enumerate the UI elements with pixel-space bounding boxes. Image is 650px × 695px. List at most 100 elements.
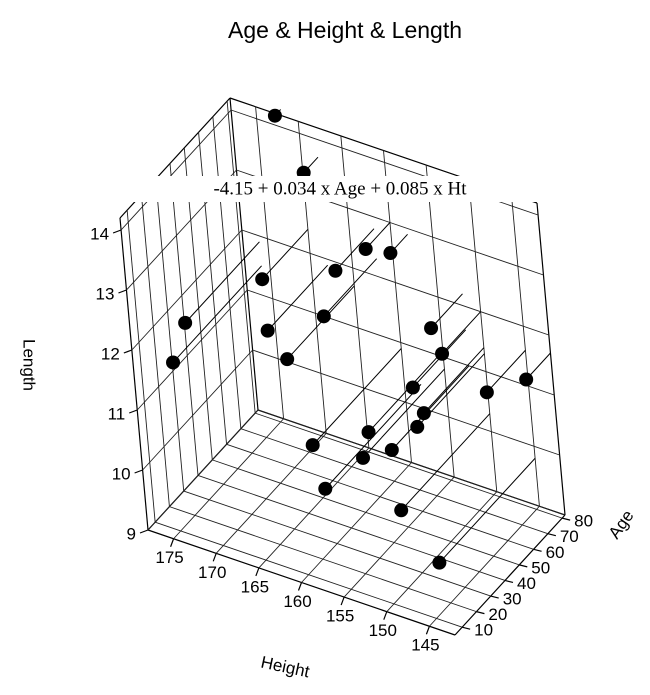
tick-mark [425,626,430,635]
tick-mark [123,349,133,354]
x-tick-label: 150 [369,621,397,640]
grid-line [252,349,560,456]
point [280,352,295,367]
x-tick-label: 145 [411,636,439,655]
grid-line [183,490,491,597]
point [318,481,333,496]
grid-line [212,459,520,566]
grid-line [241,229,549,336]
drop-line [439,457,536,564]
tick-mark [340,596,345,606]
drop-line [184,241,260,324]
z-tick-label: 14 [90,224,109,243]
grid-line [258,447,370,569]
tick-mark [561,517,571,521]
tick-mark [547,533,557,537]
point [519,372,534,387]
box-edge [229,97,259,411]
drop-line [261,228,309,280]
grid-line [468,179,498,492]
grid-line [429,505,540,627]
tick-mark [212,553,217,562]
z-tick-label: 11 [108,404,126,423]
x-tick-label: 155 [326,607,354,626]
tick-mark [383,611,388,620]
y-tick-label: 50 [531,558,550,577]
drop-line [430,293,463,329]
x-tick-label: 160 [283,592,311,611]
drop-line [486,349,526,393]
grid-line [226,101,256,414]
box-edge [454,514,566,636]
point [416,406,431,421]
grid-line [301,462,412,583]
drop-line [335,228,375,272]
y-axis-label: Age [605,507,638,543]
annotation-bg [118,176,563,202]
x-tick-label: 165 [241,577,269,596]
point [405,380,420,395]
drop-line [423,347,485,414]
z-tick-label: 12 [101,344,120,363]
y-tick-label: 30 [503,590,522,609]
drop-line [267,264,329,331]
tick-mark [490,595,499,599]
tick-mark [533,548,542,552]
grid-line [147,409,259,531]
point [383,246,398,261]
grid-line [215,433,327,554]
grid-line [425,165,455,478]
point [356,450,371,465]
grid-line [226,443,534,550]
y-tick-label: 80 [574,512,593,531]
point [410,419,425,434]
tick-mark [476,611,485,615]
tick-mark [129,409,138,414]
drop-line [441,311,481,355]
tick-mark [170,538,175,547]
grid-line [173,418,284,540]
tick-mark [134,469,143,474]
box-edge [536,202,566,516]
grid-line [120,109,232,231]
grid-line [343,476,455,598]
grid-line [136,289,248,411]
grid-line [240,428,549,535]
grid-line [197,475,506,581]
grid-line [247,289,555,396]
grid-line [257,409,566,516]
point [328,263,343,278]
x-tick-label: 170 [198,563,226,582]
chart-title: Age & Height & Length [228,17,462,43]
x-axis-label: Height [259,653,311,682]
drop-line [391,365,470,451]
drop-line [362,368,445,459]
z-tick-label: 9 [127,524,136,543]
y-tick-label: 60 [546,543,565,562]
point [361,425,376,440]
point [479,385,494,400]
tick-mark [519,564,528,568]
grid-line [131,229,243,351]
tick-mark [504,579,514,584]
box-edge [119,217,149,531]
point [432,555,447,570]
tick-mark [461,626,471,630]
drop-line [400,413,491,511]
grid-line [155,178,185,492]
point [178,315,193,330]
tick-mark [297,582,303,591]
point [260,323,275,338]
point [424,321,439,336]
z-tick-label: 10 [112,464,131,483]
x-tick-label: 175 [155,548,183,567]
drop-line [172,265,262,363]
tick-mark [118,289,127,294]
point [255,272,270,287]
point [316,309,331,324]
y-tick-label: 10 [474,621,493,640]
tick-mark [255,567,260,577]
y-tick-label: 20 [488,605,507,624]
grid-line [212,116,242,429]
drop-line [323,258,378,317]
